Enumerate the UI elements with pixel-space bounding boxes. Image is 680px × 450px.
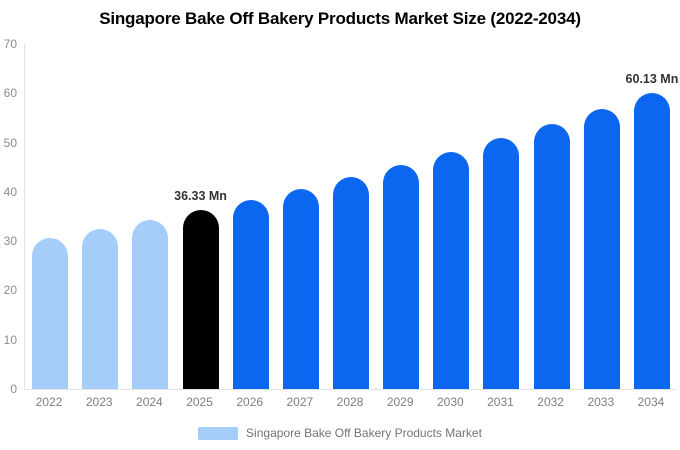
x-tick-label: 2031 (487, 395, 514, 409)
bar-column (226, 44, 276, 389)
bar-value-label: 60.13 Mn (625, 71, 679, 86)
y-tick-label: 30 (3, 234, 17, 249)
bar-2029 (383, 165, 420, 389)
x-tick-label: 2024 (136, 395, 163, 409)
legend-swatch (198, 426, 239, 440)
y-tick-label: 40 (3, 184, 17, 199)
y-tick-label: 60 (3, 86, 17, 101)
bar-column (326, 44, 376, 389)
bar-column (25, 44, 75, 389)
legend: Singapore Bake Off Bakery Products Marke… (0, 424, 680, 442)
x-tick-label: 2032 (537, 395, 564, 409)
bar-2026 (232, 199, 269, 389)
bar-2025 (182, 209, 219, 389)
bar-column (577, 44, 627, 389)
x-tick-label: 2028 (336, 395, 364, 409)
bar-column (527, 44, 577, 389)
bar-2033 (583, 108, 620, 389)
y-tick-label: 50 (3, 135, 17, 150)
plot-area: 36.33 Mn 60.13 Mn (24, 44, 679, 390)
bar-2030 (433, 152, 470, 389)
bar-2032 (533, 124, 570, 389)
y-tick-label: 70 (3, 37, 17, 51)
bar-column (476, 44, 526, 389)
bar-2031 (483, 138, 520, 389)
y-tick-label: 10 (3, 332, 17, 347)
bar-column (125, 44, 175, 389)
x-tick-label: 2033 (587, 395, 615, 409)
x-tick-label: 2026 (236, 395, 264, 409)
x-tick-label: 2027 (286, 395, 314, 409)
y-axis: 0 10 20 30 40 50 60 70 (0, 38, 20, 395)
bar-column (426, 44, 476, 389)
bar-value-label: 36.33 Mn (174, 188, 227, 203)
legend-label: Singapore Bake Off Bakery Products Marke… (246, 426, 482, 440)
x-tick-label: 2029 (386, 395, 414, 409)
x-tick-label: 2030 (436, 395, 464, 409)
bar-2028 (333, 177, 370, 389)
bar-2027 (282, 188, 319, 389)
x-tick-label: 2025 (186, 395, 213, 409)
bar-2024 (132, 219, 169, 389)
bar-column (276, 44, 326, 389)
bar-2034 (633, 92, 670, 389)
x-tick-label: 2022 (35, 395, 63, 409)
x-tick-label: 2023 (85, 395, 113, 409)
x-axis: 2022 2023 2024 2025 2026 2027 2028 2029 2030 2031… (24, 395, 676, 409)
bar-column (376, 44, 426, 389)
x-tick-label: 2034 (637, 395, 665, 409)
bar-2023 (82, 228, 119, 389)
bar-2022 (32, 237, 69, 389)
y-tick-label: 0 (10, 382, 17, 396)
bar-column: 60.13 Mn (625, 44, 679, 389)
y-tick-label: 20 (3, 283, 17, 298)
chart-title: Singapore Bake Off Bakery Products Marke… (99, 9, 581, 28)
bar-column: 36.33 Mn (174, 44, 227, 389)
bar-column (75, 44, 125, 389)
